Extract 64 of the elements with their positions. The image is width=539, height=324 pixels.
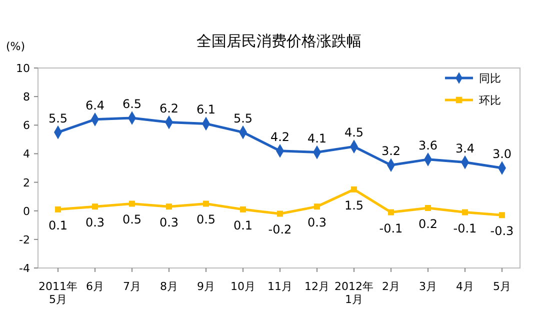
data-label: 6.1 [196, 102, 216, 117]
x-tick-label: 3月 [419, 280, 437, 293]
point [92, 204, 98, 210]
data-label: -0.3 [490, 224, 514, 238]
point [388, 209, 394, 216]
data-label: 0.5 [196, 212, 216, 227]
point [314, 204, 320, 210]
y-axis-title: (%) [6, 40, 26, 53]
y-tick-label: -4 [19, 262, 30, 275]
data-label: 5.5 [48, 111, 68, 126]
data-label: 3.2 [381, 144, 401, 158]
y-tick-label: 2 [23, 176, 30, 190]
data-label: 1.5 [344, 198, 364, 212]
data-label: -0.1 [453, 221, 477, 236]
x-tick-label: 4月 [456, 280, 474, 293]
chart-title: 全国居民消费价格涨跌幅 [196, 32, 362, 50]
data-label: 0.1 [48, 218, 68, 232]
data-label: -0.1 [379, 221, 403, 236]
data-label: 0.3 [85, 216, 105, 230]
data-label: 0.1 [233, 218, 253, 232]
point [203, 200, 209, 207]
x-tick-label: 9月 [197, 280, 215, 293]
x-tick-label: 2012年 1月 [334, 280, 374, 306]
y-tick-label: -2 [19, 233, 30, 246]
y-tick-label: 6 [23, 119, 30, 132]
data-label: 4.2 [270, 130, 290, 144]
data-label: 0.3 [159, 216, 179, 230]
point [351, 186, 357, 192]
point [425, 205, 431, 211]
x-tick-label: 7月 [123, 280, 141, 293]
legend-label: 环比 [479, 94, 501, 107]
y-tick-label: 4 [23, 148, 30, 161]
y-tick-label: 8 [23, 90, 30, 104]
data-label: 0.5 [122, 212, 142, 227]
point [240, 206, 246, 212]
point [499, 212, 505, 218]
data-label: 5.5 [233, 111, 253, 126]
point [166, 204, 172, 210]
data-label: 3.4 [455, 141, 475, 156]
point [462, 209, 468, 216]
data-label: 4.1 [307, 131, 327, 146]
data-label: 6.5 [122, 97, 142, 111]
x-tick-label: 6月 [86, 280, 104, 293]
data-label: -0.2 [268, 222, 292, 237]
x-tick-label: 12月 [304, 280, 330, 293]
data-label: 0.3 [307, 216, 327, 230]
x-tick-label: 5月 [493, 280, 511, 293]
x-tick-label: 11月 [268, 280, 292, 293]
x-tick-label: 2011年 5月 [38, 280, 78, 306]
x-tick-label: 8月 [160, 280, 178, 293]
data-label: 6.2 [159, 101, 179, 116]
x-tick-label: 2月 [382, 280, 400, 293]
y-tick-label: 10 [16, 62, 30, 75]
data-label: 3.0 [492, 147, 512, 161]
data-label: 6.4 [85, 98, 105, 112]
data-label: 3.6 [418, 138, 438, 152]
data-label: 0.2 [418, 217, 438, 231]
point [55, 206, 61, 212]
data-label: 4.5 [344, 126, 364, 140]
point [277, 210, 283, 217]
x-tick-label: 10月 [230, 280, 256, 293]
y-tick-label: 0 [23, 204, 30, 218]
legend-label: 同比 [479, 72, 501, 85]
point [129, 200, 135, 207]
